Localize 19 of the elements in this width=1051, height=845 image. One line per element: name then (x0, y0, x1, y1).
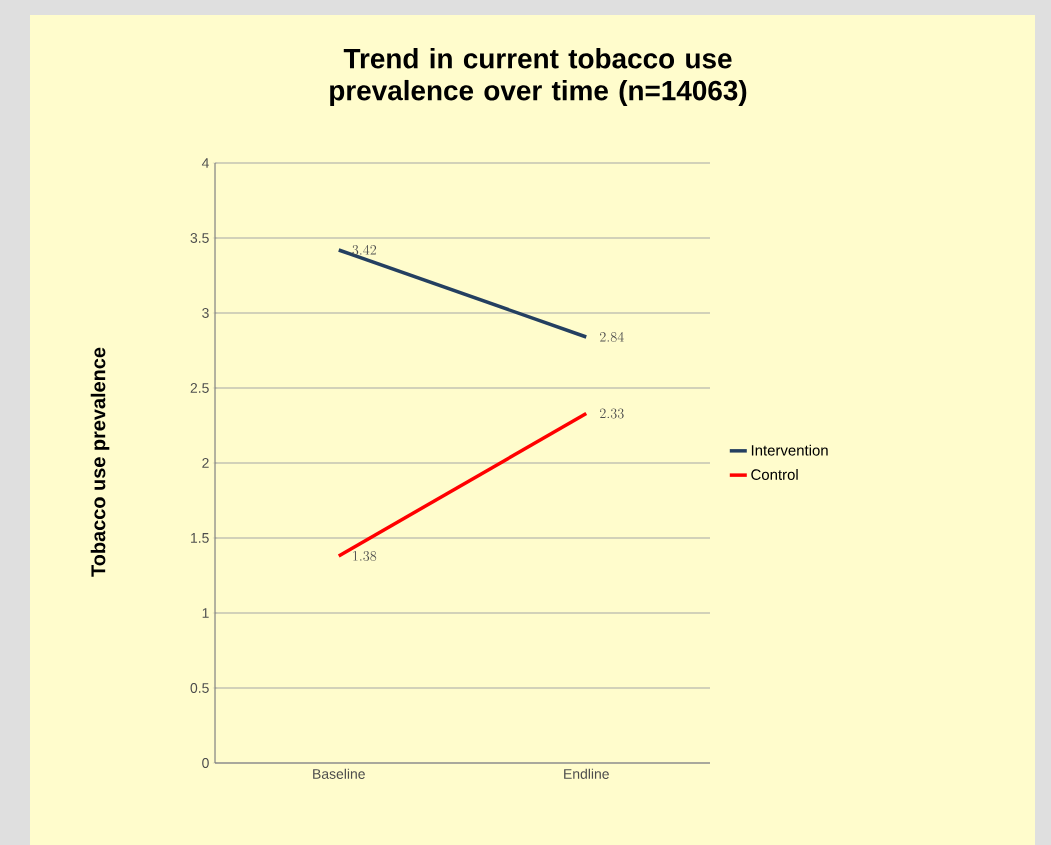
y-tick-label: 4 (201, 158, 209, 168)
y-axis-title: Tobacco use prevalence (90, 347, 110, 577)
x-tick-label: Endline (564, 768, 609, 779)
y-tick-label: 1.5 (191, 533, 209, 543)
y-tick-label: 3.5 (190, 233, 209, 243)
data-label: 2.33 (600, 408, 624, 419)
data-label: 2.84 (600, 331, 624, 342)
data-label: 1 .38 (353, 551, 377, 561)
x-tick-label: Baseline (313, 768, 365, 779)
chart-title: Trend in current tobacco use prevalence over time (n=14063) (330, 48, 747, 106)
y-tick-label: 0 (202, 758, 209, 768)
y-tick-label: 1 (202, 608, 209, 618)
y-tick-label: 3 (202, 308, 209, 318)
y-tick-label: 0.5 (190, 683, 209, 693)
legend-label: Intervention (751, 444, 828, 456)
legend-label: Control (751, 468, 798, 480)
y-tick-label: 2 (202, 458, 209, 468)
y-tick-label: 2.5 (190, 383, 209, 393)
data-label: 3.42 (352, 244, 377, 255)
